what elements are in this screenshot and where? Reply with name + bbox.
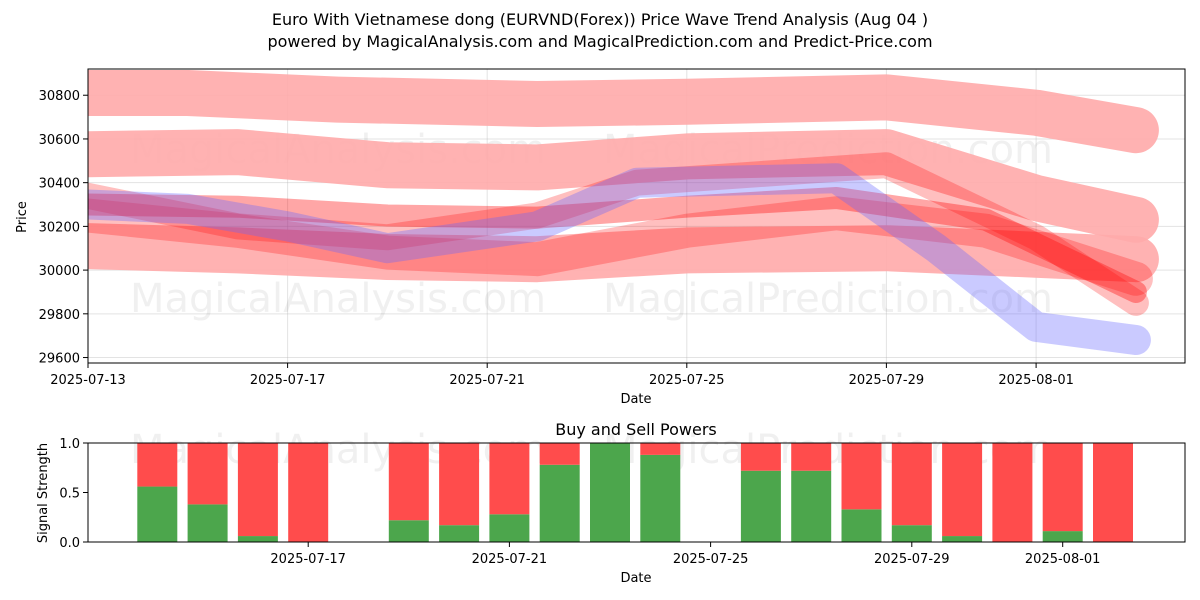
sell-bar [1093,443,1133,542]
series-line-wave-red-1 [88,187,1147,303]
sell-bar [439,443,480,526]
buy-bar [841,509,882,542]
buy-bar [489,514,530,542]
y-tick-label: 30800 [39,89,80,104]
series-line-wave-red-2 [88,196,1153,296]
y-axis-label: Signal Strength [36,443,51,543]
buy-bar [187,504,228,542]
x-axis-label: Date [620,392,651,407]
bars-group [137,443,1133,542]
sell-bar [841,443,882,510]
x-tick-label: 2025-07-25 [673,552,749,567]
y-tick-label: 30600 [39,133,80,148]
plot-frame-main [87,68,1186,364]
buy-bar [388,520,429,542]
sell-bar [489,443,530,515]
buy-bar [740,470,781,542]
y-tick-label: 0.0 [59,536,80,551]
sell-bar [539,443,580,465]
buy-bar [891,525,932,542]
sell-bar [1042,443,1083,532]
chart-title-line2: powered by MagicalAnalysis.com and Magic… [267,32,933,51]
x-tick-label: 2025-07-17 [270,552,346,567]
buy-bar [791,470,832,542]
buy-bar [439,525,480,542]
series-group [88,70,1159,355]
buy-bar [640,454,681,542]
chart-title-line1: Euro With Vietnamese dong (EURVND(Forex)… [271,10,929,29]
y-axis-label: Price [15,201,30,233]
x-tick-label: 2025-07-25 [649,373,725,388]
buy-bar [539,464,580,542]
x-tick-label: 2025-07-29 [849,373,925,388]
y-tick-label: 29600 [39,352,80,367]
x-tick-label: 2025-07-21 [449,373,525,388]
sell-bar [137,443,178,487]
series-line-wave-band-mid [88,129,1159,243]
y-tick-label: 0.5 [59,487,80,502]
buy-bar [137,486,178,542]
sell-bar [187,443,228,505]
series-line-wave-blue [88,163,1151,355]
y-tick-label: 29800 [39,308,80,323]
y-tick-label: 30400 [39,177,80,192]
x-tick-label: 2025-07-29 [874,552,950,567]
x-tick-label: 2025-07-21 [472,552,548,567]
sell-bar [791,443,832,471]
sell-bar [640,443,681,455]
buy-bar [1042,531,1083,542]
series-line-wave-band-low [88,223,1159,283]
x-tick-label: 2025-08-01 [998,373,1074,388]
y-tick-label: 1.0 [59,437,80,452]
sell-bar [388,443,429,521]
x-tick-label: 2025-07-17 [250,373,326,388]
buy-bar [237,536,278,542]
sell-bar [992,443,1033,542]
series-line-wave-band-top [88,70,1159,154]
sell-bar [942,443,983,537]
watermark-text: MagicalAnalysis.com [130,276,546,322]
x-tick-label: 2025-07-13 [50,373,126,388]
sell-bar [740,443,781,471]
y-tick-label: 30000 [39,264,80,279]
bars-title: Buy and Sell Powers [555,420,717,439]
sell-bar [288,443,329,542]
buy-bar [942,536,983,542]
buy-bar [590,443,630,542]
y-tick-label: 30200 [39,220,80,235]
x-axis-label: Date [620,571,651,586]
x-tick-label: 2025-08-01 [1025,552,1101,567]
watermark-text: MagicalPrediction.com [603,276,1053,322]
sell-bar [237,443,278,537]
sell-bar [891,443,932,526]
series-line-wave-red-3 [88,152,1149,316]
